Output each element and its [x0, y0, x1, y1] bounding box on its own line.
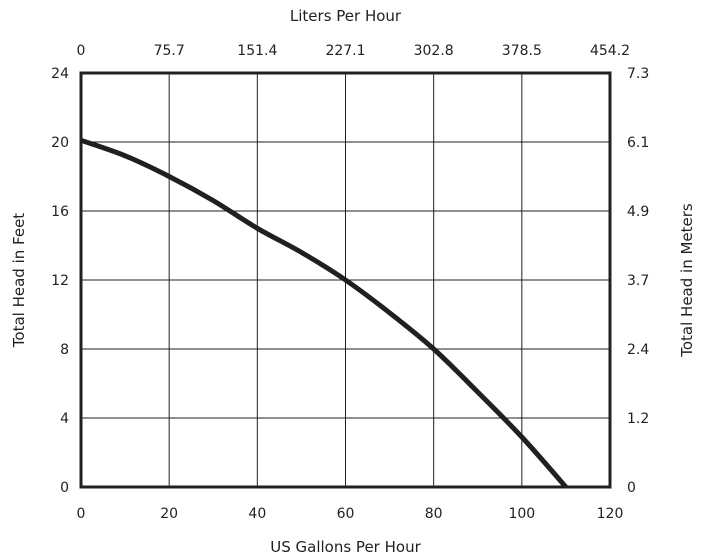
y2-tick-label: 1.2	[627, 411, 649, 427]
x2-tick-label: 454.2	[590, 43, 630, 59]
y-axis-title: Total Head in Feet	[10, 213, 28, 348]
y2-tick-label: 6.1	[627, 135, 649, 151]
plot-frame	[79, 71, 612, 489]
x2-tick-label: 75.7	[154, 43, 185, 59]
x2-tick-label: 151.4	[237, 43, 277, 59]
x2-tick-label: 302.8	[414, 43, 454, 59]
x-tick-label: 80	[425, 506, 443, 522]
x2-tick-label: 0	[77, 43, 86, 59]
y-tick-label: 0	[60, 480, 69, 496]
y2-axis-title: Total Head in Meters	[678, 203, 696, 358]
y-tick-label: 24	[51, 66, 69, 82]
x-tick-label: 100	[508, 506, 535, 522]
x-tick-label: 120	[597, 506, 624, 522]
series-line-0	[80, 137, 568, 489]
grid-layer	[81, 73, 610, 487]
y-tick-label: 4	[60, 411, 69, 427]
y-tick-label: 8	[60, 342, 69, 358]
x-axis-title: US Gallons Per Hour	[270, 538, 421, 556]
x-tick-label: 40	[248, 506, 266, 522]
x-tick-label: 60	[337, 506, 355, 522]
y2-tick-label: 2.4	[627, 342, 649, 358]
y2-tick-label: 3.7	[627, 273, 649, 289]
x-tick-label: 20	[160, 506, 178, 522]
y-tick-label: 20	[51, 135, 69, 151]
x2-tick-label: 227.1	[325, 43, 365, 59]
x-tick-label: 0	[77, 506, 86, 522]
y2-tick-label: 7.3	[627, 66, 649, 82]
y2-tick-label: 0	[627, 480, 636, 496]
y-tick-label: 16	[51, 204, 69, 220]
x2-axis-title: Liters Per Hour	[290, 7, 402, 25]
y-tick-label: 12	[51, 273, 69, 289]
y2-tick-label: 4.9	[627, 204, 649, 220]
x2-tick-label: 378.5	[502, 43, 542, 59]
